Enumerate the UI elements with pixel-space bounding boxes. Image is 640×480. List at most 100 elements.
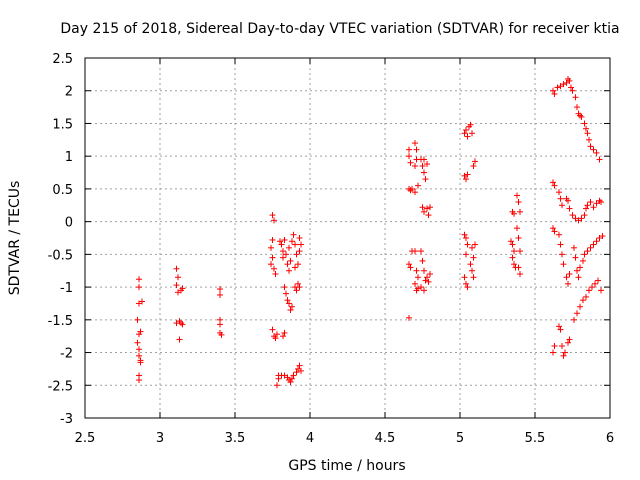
data-point: [511, 248, 517, 255]
data-point: [268, 244, 274, 251]
data-point: [134, 339, 141, 346]
data-point: [599, 233, 606, 240]
data-point: [587, 199, 594, 205]
data-point: [592, 280, 598, 287]
data-point: [556, 231, 562, 238]
data-point: [295, 280, 301, 287]
data-point: [565, 339, 571, 346]
data-point: [557, 326, 564, 333]
data-point: [424, 205, 430, 212]
data-point: [586, 136, 592, 143]
data-point: [286, 267, 292, 274]
data-point: [584, 202, 591, 209]
data-point: [584, 248, 591, 255]
data-point: [464, 133, 471, 140]
data-point: [565, 280, 571, 287]
data-point: [472, 241, 478, 248]
data-point: [407, 159, 414, 166]
data-point: [580, 257, 586, 264]
data-point: [583, 293, 589, 300]
data-point: [578, 113, 585, 120]
y-tick-label: 2: [65, 85, 73, 100]
data-point: [575, 274, 582, 281]
grid-lines: [85, 58, 610, 418]
data-point: [421, 208, 427, 215]
y-tick-label: 1: [65, 150, 73, 165]
data-point: [275, 375, 282, 382]
data-point: [581, 120, 588, 127]
data-point: [515, 199, 522, 205]
data-point: [598, 287, 604, 294]
data-point: [464, 241, 471, 248]
data-point: [583, 125, 589, 132]
data-point: [136, 276, 142, 283]
x-tick-label: 6: [606, 431, 614, 446]
y-axis-label: SDTVAR / TECUs: [7, 181, 23, 296]
data-point: [425, 212, 432, 219]
data-point: [286, 244, 292, 251]
data-point: [271, 217, 277, 224]
data-point: [569, 212, 576, 219]
x-tick-label: 4: [306, 431, 314, 446]
data-point: [517, 271, 523, 277]
y-tick-label: 2.5: [52, 52, 73, 67]
data-point: [179, 321, 186, 328]
data-point: [550, 179, 556, 186]
data-point: [469, 244, 475, 251]
data-point: [464, 284, 471, 291]
data-point: [593, 200, 600, 207]
data-point: [571, 316, 577, 323]
data-point: [418, 284, 424, 291]
data-point: [406, 314, 412, 321]
data-point: [560, 81, 567, 88]
data-point: [293, 251, 300, 258]
data-point: [509, 254, 516, 261]
data-points: [134, 75, 606, 389]
data-point: [572, 94, 579, 101]
data-point: [424, 274, 430, 281]
data-point: [268, 261, 274, 268]
y-tick-label: -1.5: [48, 314, 73, 329]
data-point: [568, 84, 574, 91]
data-point: [563, 274, 570, 281]
data-point: [176, 336, 183, 343]
data-point: [136, 352, 142, 359]
data-point: [421, 156, 427, 163]
data-point: [470, 274, 477, 281]
data-point: [590, 146, 597, 153]
data-point: [580, 297, 586, 304]
data-point: [550, 225, 556, 232]
data-point: [290, 372, 297, 379]
data-point: [413, 267, 420, 274]
data-point: [421, 169, 427, 176]
data-point: [584, 130, 591, 137]
data-point: [292, 264, 298, 271]
y-tick-label: -2.5: [48, 379, 73, 394]
data-point: [274, 382, 280, 389]
data-point: [283, 290, 289, 297]
data-point: [415, 274, 421, 281]
data-point: [290, 231, 297, 238]
data-point: [173, 265, 180, 272]
data-point: [470, 163, 477, 169]
data-point: [509, 241, 516, 248]
data-point: [551, 343, 558, 349]
data-point: [407, 264, 414, 271]
data-point: [286, 300, 292, 307]
data-point: [590, 204, 597, 211]
data-point: [578, 215, 585, 222]
data-point: [271, 265, 277, 272]
data-point: [136, 346, 142, 353]
data-point: [284, 261, 291, 268]
chart-title: Day 215 of 2018, Sidereal Day-to-day VTE…: [60, 21, 619, 37]
y-tick-label: 0: [65, 216, 73, 231]
data-point: [583, 205, 589, 212]
data-point: [593, 238, 600, 245]
data-point: [593, 149, 600, 156]
data-point: [418, 248, 424, 255]
data-point: [461, 231, 468, 238]
data-point: [461, 130, 468, 137]
data-point: [566, 271, 573, 277]
